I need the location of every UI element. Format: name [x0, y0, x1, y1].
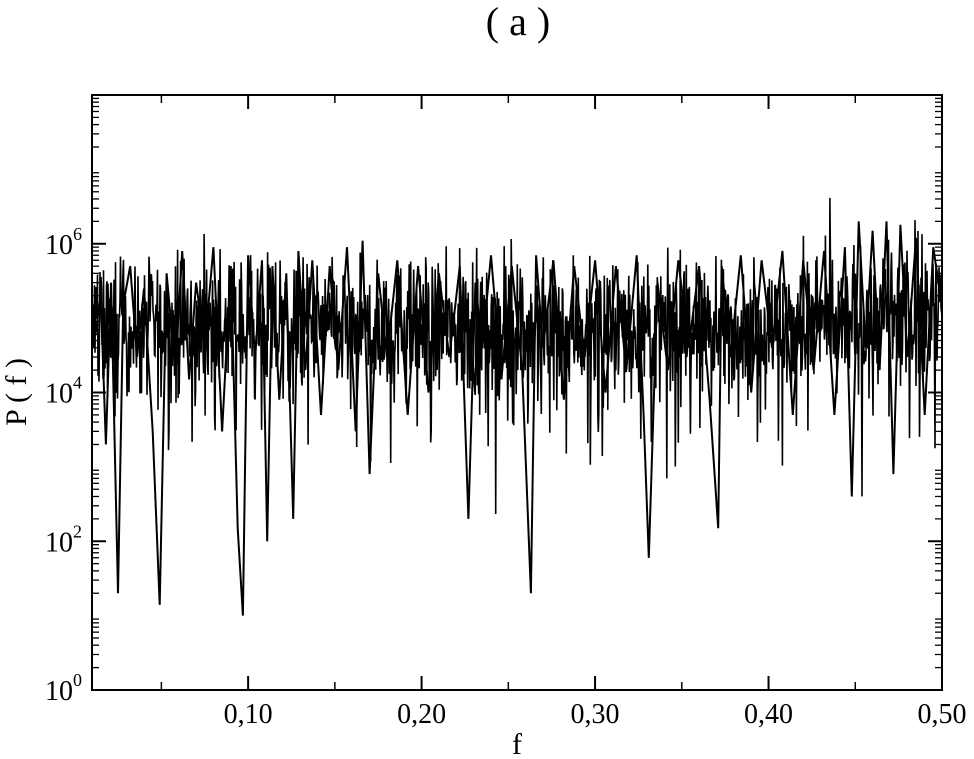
y-tick-label: 102: [45, 521, 82, 558]
y-axis-label: P ( f ): [0, 358, 33, 426]
spectrum-noise-path: [91, 197, 943, 515]
x-tick-label: 0,40: [744, 699, 793, 730]
y-tick-label: 106: [45, 224, 82, 261]
x-axis-label: f: [512, 728, 522, 759]
chart-title: ( a ): [486, 0, 550, 44]
spectrum-noise-band: [91, 197, 943, 515]
series-layer: [94, 221, 942, 616]
y-tick-label: 100: [45, 670, 82, 707]
x-tick-label: 0,30: [571, 699, 620, 730]
series-line-0: [94, 221, 942, 616]
axis-layer: 0,10 0,20 0,30 0,40 0,50 100 102 104 106: [45, 95, 967, 730]
x-tick-label: 0,50: [918, 699, 967, 730]
x-tick-label: 0,20: [397, 699, 446, 730]
x-tick-label: 0,10: [224, 699, 273, 730]
y-tick-label: 104: [45, 373, 82, 410]
